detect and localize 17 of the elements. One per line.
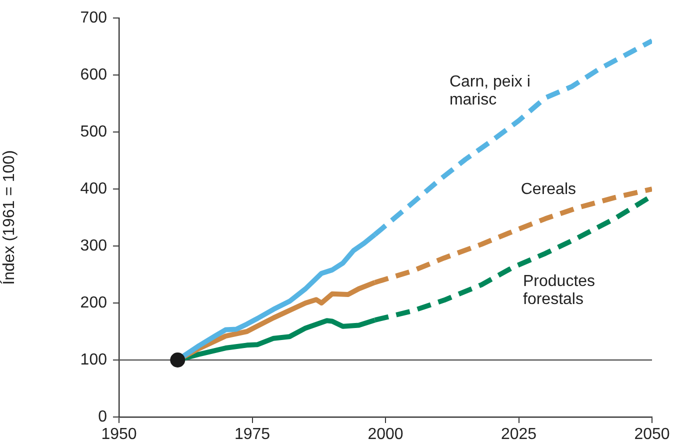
- y-tick-label: 0: [98, 408, 108, 426]
- x-tick-label: 2050: [634, 426, 670, 442]
- x-tick-label: 1975: [234, 426, 270, 442]
- x-tick-label: 2025: [500, 426, 537, 442]
- x-tick-label: 2000: [368, 426, 404, 442]
- y-tick-label: 500: [80, 123, 108, 140]
- y-tick-label: 400: [80, 180, 108, 198]
- y-tick-label: 300: [80, 237, 108, 254]
- y-tick-label: 100: [80, 351, 108, 368]
- y-tick-label: 600: [80, 66, 108, 84]
- x-tick-label: 1950: [101, 426, 137, 442]
- series-label: Carn, peix i marisc: [449, 73, 530, 108]
- y-tick-label: 200: [80, 294, 108, 312]
- y-axis-title: Índex (1961 = 100): [0, 150, 18, 285]
- series-label: Cereals: [520, 180, 576, 198]
- y-tick-label: 700: [80, 9, 108, 26]
- series-label: Productes forestals: [523, 272, 596, 308]
